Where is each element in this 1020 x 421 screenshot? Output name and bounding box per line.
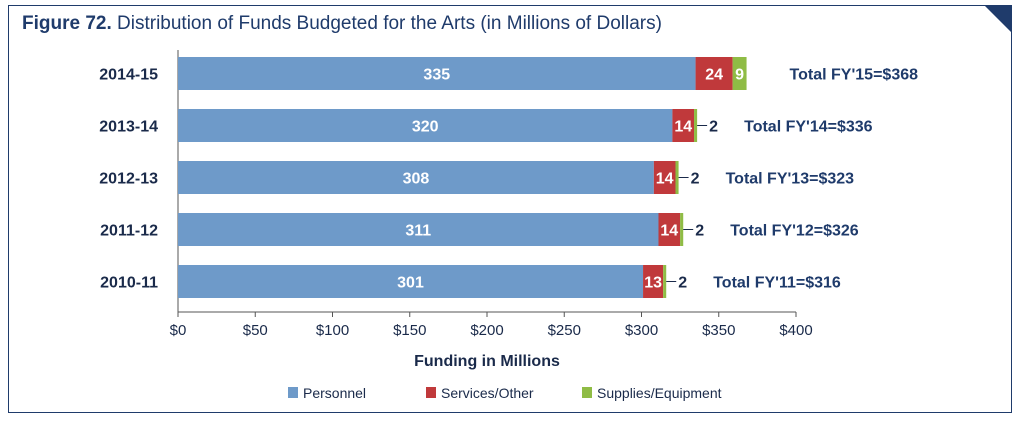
- x-tick-label: $400: [779, 322, 812, 339]
- category-label: 2013-14: [99, 119, 158, 136]
- legend-label: Supplies/Equipment: [597, 385, 722, 401]
- data-label: 301: [397, 275, 424, 292]
- total-label: Total FY'15=$368: [790, 67, 919, 84]
- bar-segment-personnel: [178, 265, 644, 298]
- total-label: Total FY'11=$316: [713, 275, 841, 292]
- bar-segment-services-other: [658, 213, 681, 246]
- legend-label: Personnel: [303, 385, 366, 401]
- figure-caption: Distribution of Funds Budgeted for the A…: [117, 13, 662, 34]
- bar-segment-services-other: [643, 265, 664, 298]
- data-label: 13: [644, 275, 662, 292]
- x-tick-label: $200: [470, 322, 503, 339]
- bar-segment-supplies-equipment: [694, 109, 698, 142]
- bar-segment-personnel: [178, 109, 673, 142]
- bar-segment-services-other: [653, 161, 676, 194]
- total-label: Total FY'13=$323: [726, 171, 855, 188]
- bar-segment-supplies-equipment: [663, 265, 667, 298]
- data-label: 308: [403, 171, 430, 188]
- data-label: 311: [405, 223, 431, 240]
- data-label: 335: [423, 67, 450, 84]
- x-tick-label: $250: [548, 322, 581, 339]
- x-tick-label: $100: [316, 322, 349, 339]
- bar-segment-supplies-equipment: [675, 161, 679, 194]
- bar-segment-supplies-equipment: [732, 57, 747, 90]
- category-label: 2010-11: [100, 275, 158, 292]
- data-label: 24: [705, 67, 723, 84]
- data-label: 2: [709, 119, 718, 136]
- total-label: Total FY'14=$336: [744, 119, 873, 136]
- data-label: 2: [695, 223, 704, 240]
- data-label: 14: [674, 119, 692, 136]
- bar-segment-personnel: [178, 161, 654, 194]
- data-label: 9: [735, 67, 744, 84]
- x-tick-label: $300: [625, 322, 658, 339]
- total-label: Total FY'12=$326: [730, 223, 859, 240]
- data-label: 2: [678, 275, 687, 292]
- bar-segment-services-other: [695, 57, 733, 90]
- legend-swatch: [582, 387, 592, 398]
- category-label: 2011-12: [100, 223, 158, 240]
- legend-label: Services/Other: [441, 385, 534, 401]
- data-label: 2: [691, 171, 700, 188]
- bar-segment-personnel: [178, 213, 659, 246]
- category-label: 2012-13: [99, 171, 158, 188]
- x-tick-label: $0: [170, 322, 187, 339]
- legend-swatch: [426, 387, 436, 398]
- category-label: 2014-15: [99, 67, 158, 84]
- data-label: 14: [660, 223, 678, 240]
- x-tick-label: $50: [243, 322, 268, 339]
- figure-title: Figure 72. Distribution of Funds Budgete…: [22, 13, 662, 35]
- x-tick-label: $350: [702, 322, 735, 339]
- bar-segment-supplies-equipment: [680, 213, 684, 246]
- x-axis-title: Funding in Millions: [414, 353, 560, 370]
- figure-label: Figure 72.: [22, 13, 112, 34]
- data-label: 320: [412, 119, 439, 136]
- x-tick-label: $150: [393, 322, 426, 339]
- data-label: 14: [656, 171, 674, 188]
- bar-segment-personnel: [178, 57, 696, 90]
- bar-segment-services-other: [672, 109, 695, 142]
- legend-swatch: [288, 387, 298, 398]
